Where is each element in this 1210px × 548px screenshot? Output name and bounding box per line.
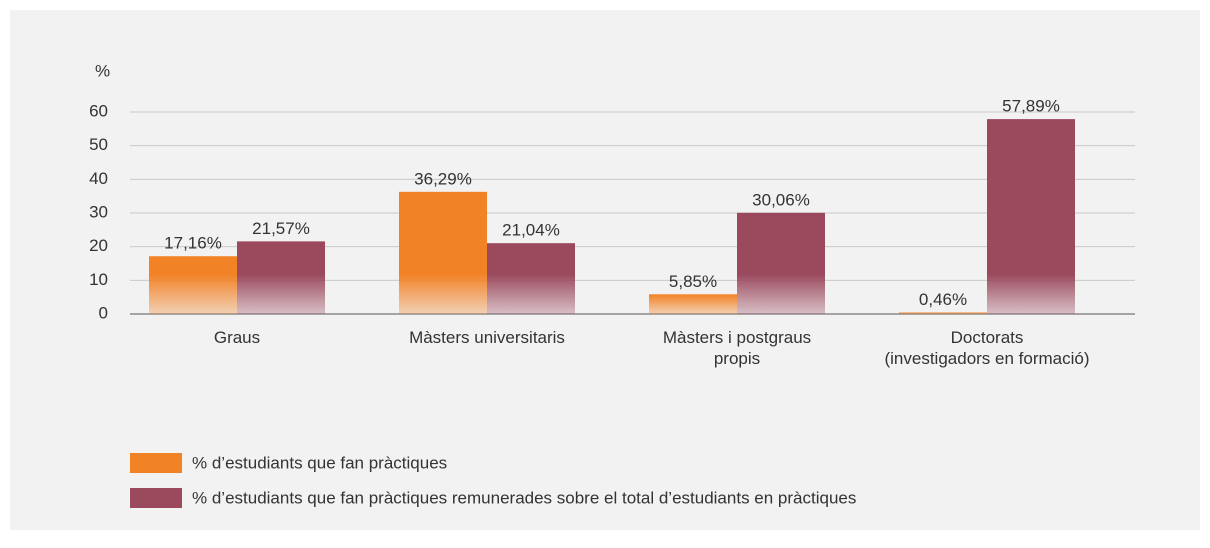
bar <box>149 256 237 314</box>
value-label: 5,85% <box>669 272 717 291</box>
legend-swatch <box>130 488 182 508</box>
bar <box>237 241 325 314</box>
value-label: 30,06% <box>752 190 810 209</box>
bar <box>899 312 987 314</box>
bar <box>487 243 575 314</box>
value-label: 21,04% <box>502 221 560 240</box>
value-label: 21,57% <box>252 219 310 238</box>
value-label: 0,46% <box>919 290 967 309</box>
y-tick-label: 60 <box>89 101 108 120</box>
bar <box>399 191 487 314</box>
y-tick-label: 40 <box>89 169 108 188</box>
bar <box>987 119 1075 314</box>
x-tick-label: Graus <box>213 328 261 347</box>
y-tick-label: 30 <box>89 202 108 221</box>
value-label: 17,16% <box>164 234 222 253</box>
legend-label: % d’estudiants que fan pràctiques <box>192 453 447 472</box>
x-tick-label: Màsters universitaris <box>409 328 565 347</box>
y-tick-label: 50 <box>89 135 108 154</box>
x-tick-label: Màsters i postgraus propis <box>662 328 812 368</box>
bar <box>737 212 825 314</box>
y-tick-label: 10 <box>89 270 108 289</box>
bar <box>649 294 737 314</box>
y-tick-label: 20 <box>89 236 108 255</box>
y-tick-label: 0 <box>99 303 108 322</box>
value-label: 57,89% <box>1002 97 1060 116</box>
legend-label: % d’estudiants que fan pràctiques remune… <box>192 488 856 507</box>
legend-swatch <box>130 453 182 473</box>
value-label: 36,29% <box>414 169 472 188</box>
x-tick-label: Doctorats (investigadors en formació) <box>884 328 1090 368</box>
y-axis-label: % <box>95 61 110 80</box>
